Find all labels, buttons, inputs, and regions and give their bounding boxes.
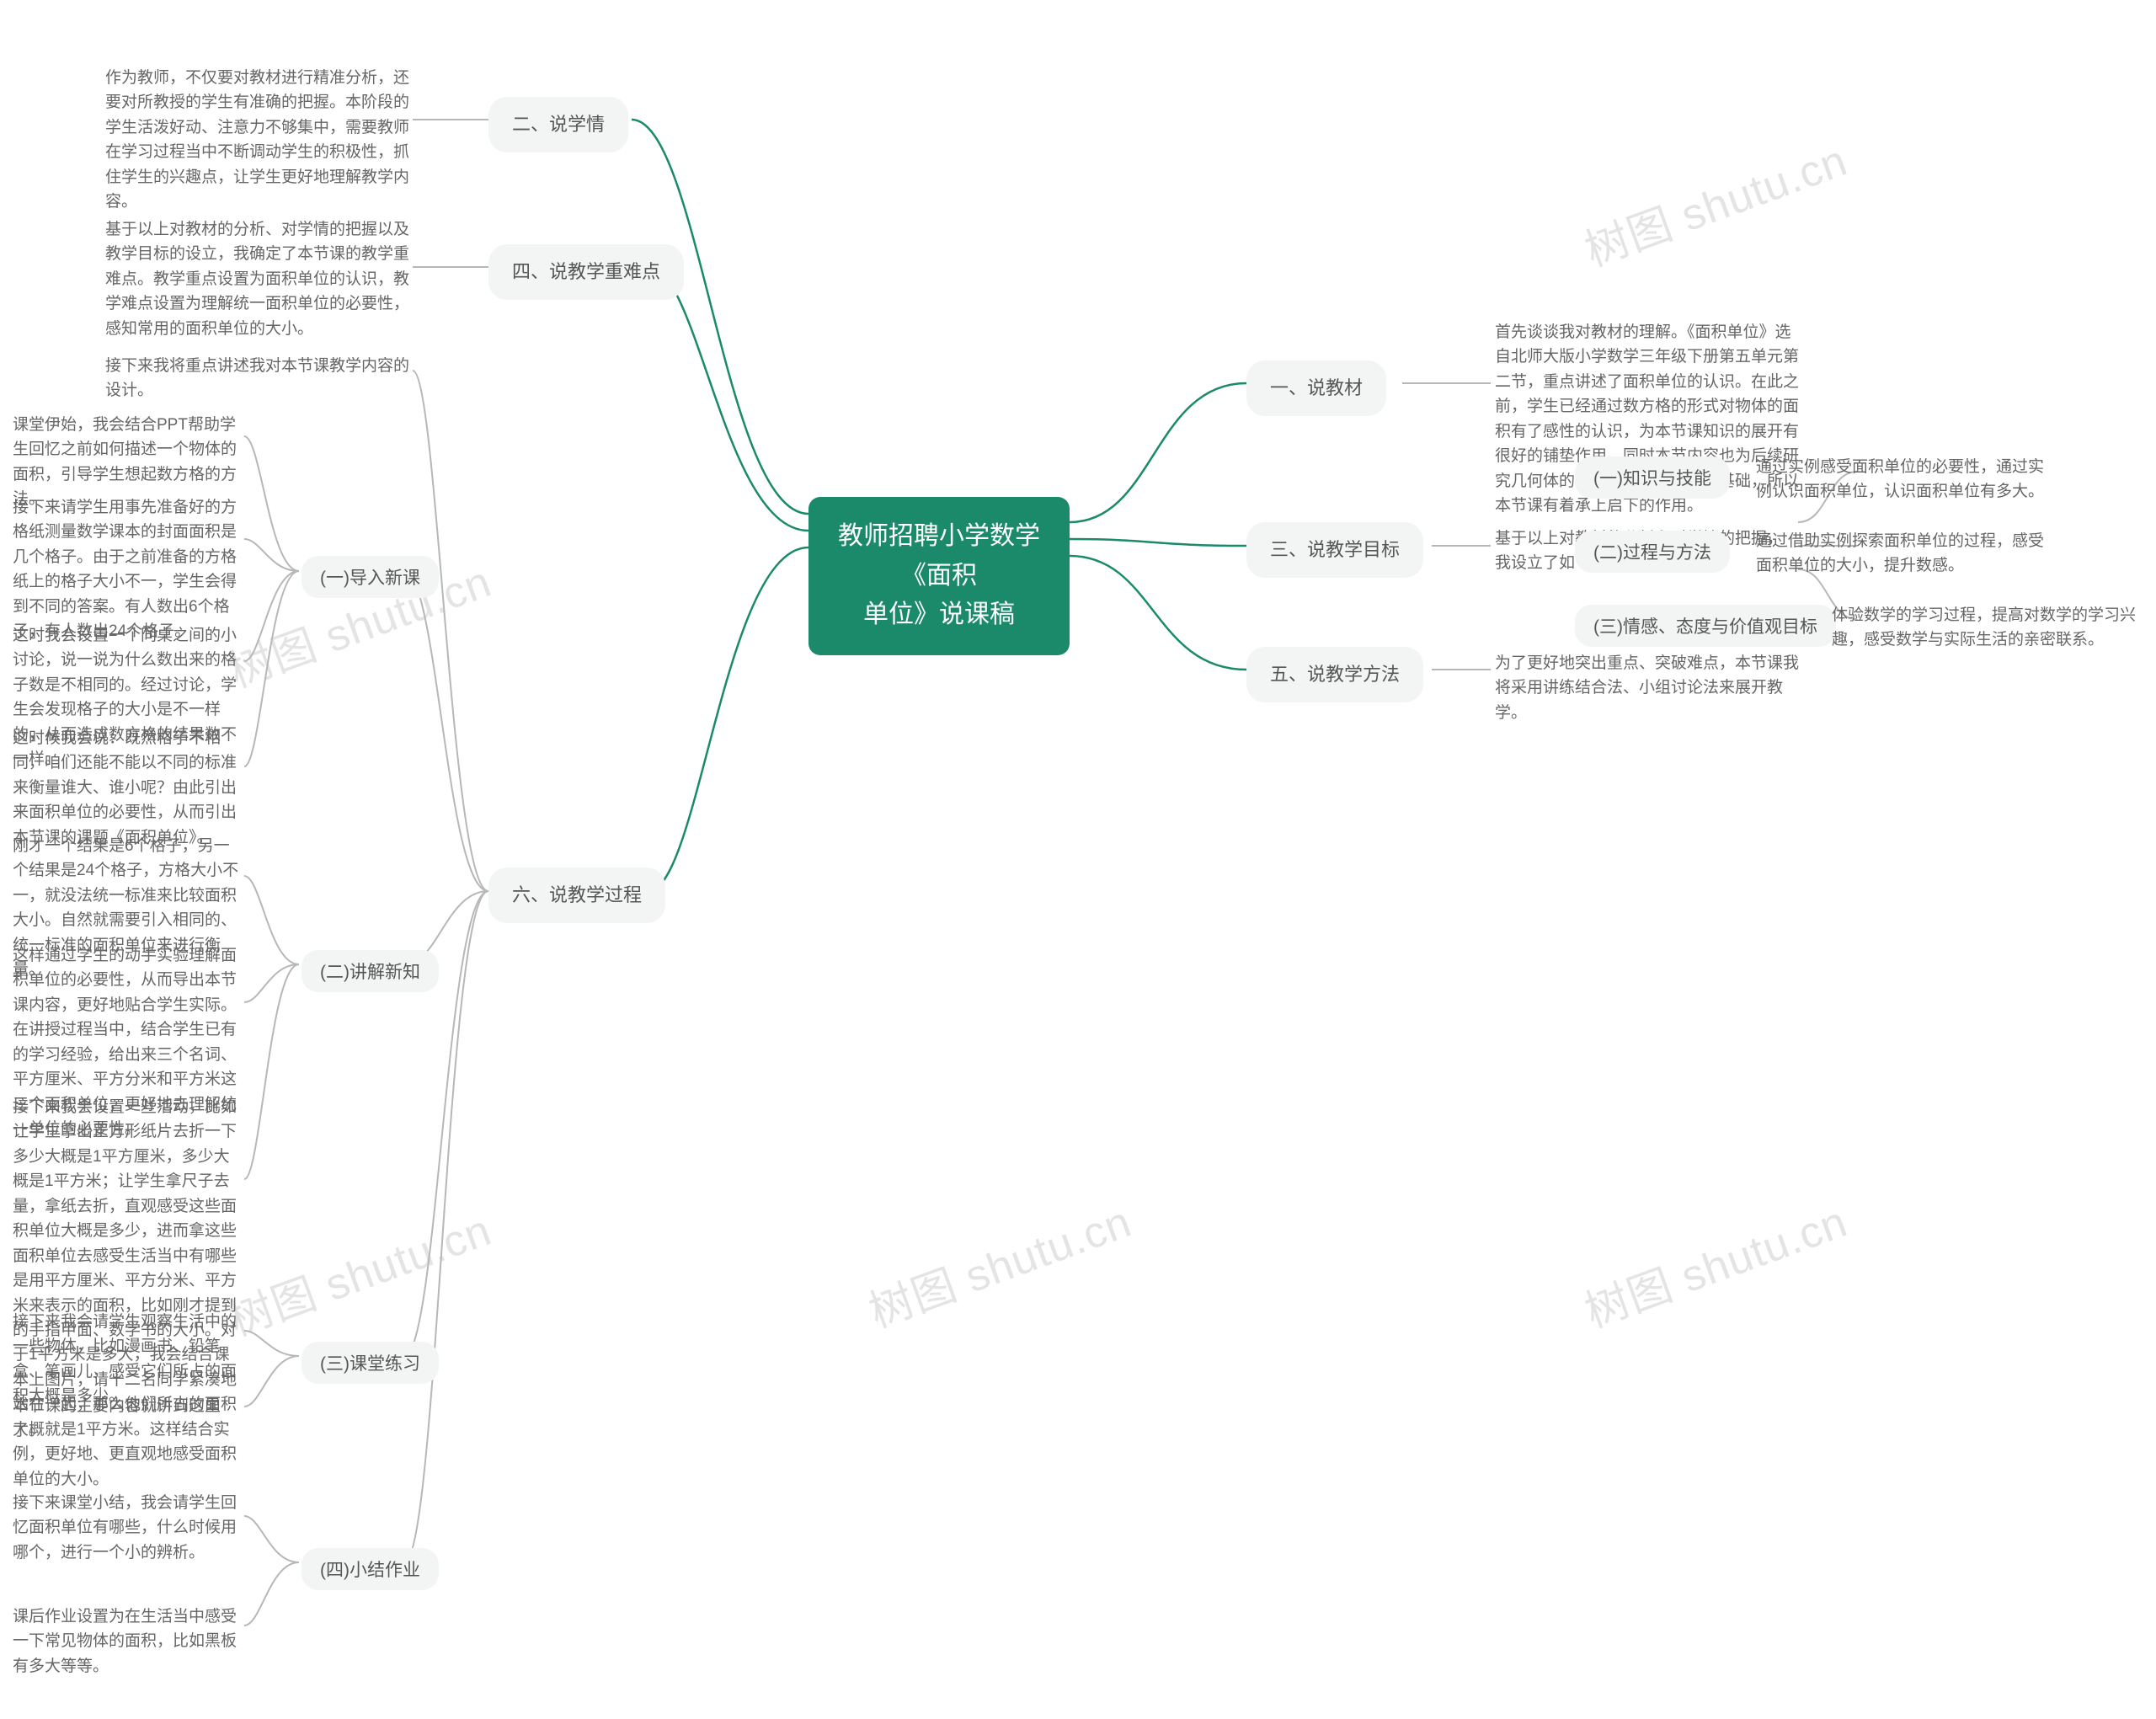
branch-3[interactable]: 三、说教学目标 [1246, 522, 1423, 578]
six-sub-2[interactable]: (二)讲解新知 [302, 950, 439, 992]
branch-1[interactable]: 一、说教材 [1246, 360, 1386, 416]
center-title-line2: 单位》说课稿 [825, 595, 1053, 635]
branch-3-child-3-label: (三)情感、态度与价值观目标 [1575, 605, 1836, 647]
six-sub-3-label: (三)课堂练习 [302, 1342, 439, 1384]
watermark: 树图 shutu.cn [219, 1194, 499, 1348]
branch-2-desc: 作为教师，不仅要对教材进行精准分析，还要对所教授的学生有准确的把握。本阶段的学生… [105, 66, 413, 215]
watermark: 树图 shutu.cn [1575, 125, 1854, 278]
branch-5-desc: 为了更好地突出重点、突破难点，本节课我将采用讲练结合法、小组讨论法来展开教学。 [1495, 651, 1806, 725]
branch-5[interactable]: 五、说教学方法 [1246, 647, 1423, 702]
branch-6[interactable]: 六、说教学过程 [488, 868, 665, 923]
branch-3-child-2-label: (二)过程与方法 [1575, 531, 1730, 573]
six-sub-1-item-1: 接下来请学生用事先准备好的方格纸测量数学课本的封面面积是几个格子。由于之前准备的… [13, 495, 244, 644]
six-sub-1-item-3: 这时候我会说：既然格子不相同，咱们还能不能以不同的标准来衡量谁大、谁小呢？由此引… [13, 726, 244, 850]
branch-4[interactable]: 四、说教学重难点 [488, 244, 684, 300]
six-sub-2-label: (二)讲解新知 [302, 950, 439, 992]
branch-3-child-1[interactable]: (一)知识与技能 [1575, 456, 1730, 499]
six-sub-4-label: (四)小结作业 [302, 1548, 439, 1590]
branch-2[interactable]: 二、说学情 [488, 97, 628, 152]
watermark: 树图 shutu.cn [1575, 1186, 1854, 1339]
branch-4-desc: 基于以上对教材的分析、对学情的把握以及教学目标的设立，我确定了本节课的教学重难点… [105, 217, 413, 341]
branch-6-desc: 接下来我将重点讲述我对本节课教学内容的设计。 [105, 354, 413, 403]
branch-3-child-2[interactable]: (二)过程与方法 [1575, 531, 1730, 573]
center-node[interactable]: 教师招聘小学数学《面积 单位》说课稿 [808, 497, 1070, 655]
six-sub-1-label: (一)导入新课 [302, 556, 439, 598]
branch-3-child-1-label: (一)知识与技能 [1575, 456, 1730, 499]
six-sub-3-item-1: 本节课的主要内容就讲到这里了。 [13, 1394, 244, 1444]
branch-3-child-3[interactable]: (三)情感、态度与价值观目标 [1575, 605, 1836, 647]
six-sub-4[interactable]: (四)小结作业 [302, 1548, 439, 1590]
branch-3-child-3-text: 体验数学的学习过程，提高对数学的学习兴趣，感受数学与实际生活的亲密联系。 [1832, 603, 2143, 653]
six-sub-4-item-0: 接下来课堂小结，我会请学生回忆面积单位有哪些，什么时候用哪个，进行一个小的辨析。 [13, 1491, 244, 1565]
center-title-line1: 教师招聘小学数学《面积 [825, 517, 1053, 595]
branch-3-child-1-text: 通过实例感受面积单位的必要性，通过实例认识面积单位，认识面积单位有多大。 [1756, 455, 2059, 504]
watermark: 树图 shutu.cn [859, 1186, 1139, 1339]
six-sub-4-item-1: 课后作业设置为在生活当中感受一下常见物体的面积，比如黑板有多大等等。 [13, 1604, 244, 1679]
six-sub-3[interactable]: (三)课堂练习 [302, 1342, 439, 1384]
six-sub-1[interactable]: (一)导入新课 [302, 556, 439, 598]
branch-3-child-2-text: 通过借助实例探索面积单位的过程，感受面积单位的大小，提升数感。 [1756, 529, 2059, 579]
